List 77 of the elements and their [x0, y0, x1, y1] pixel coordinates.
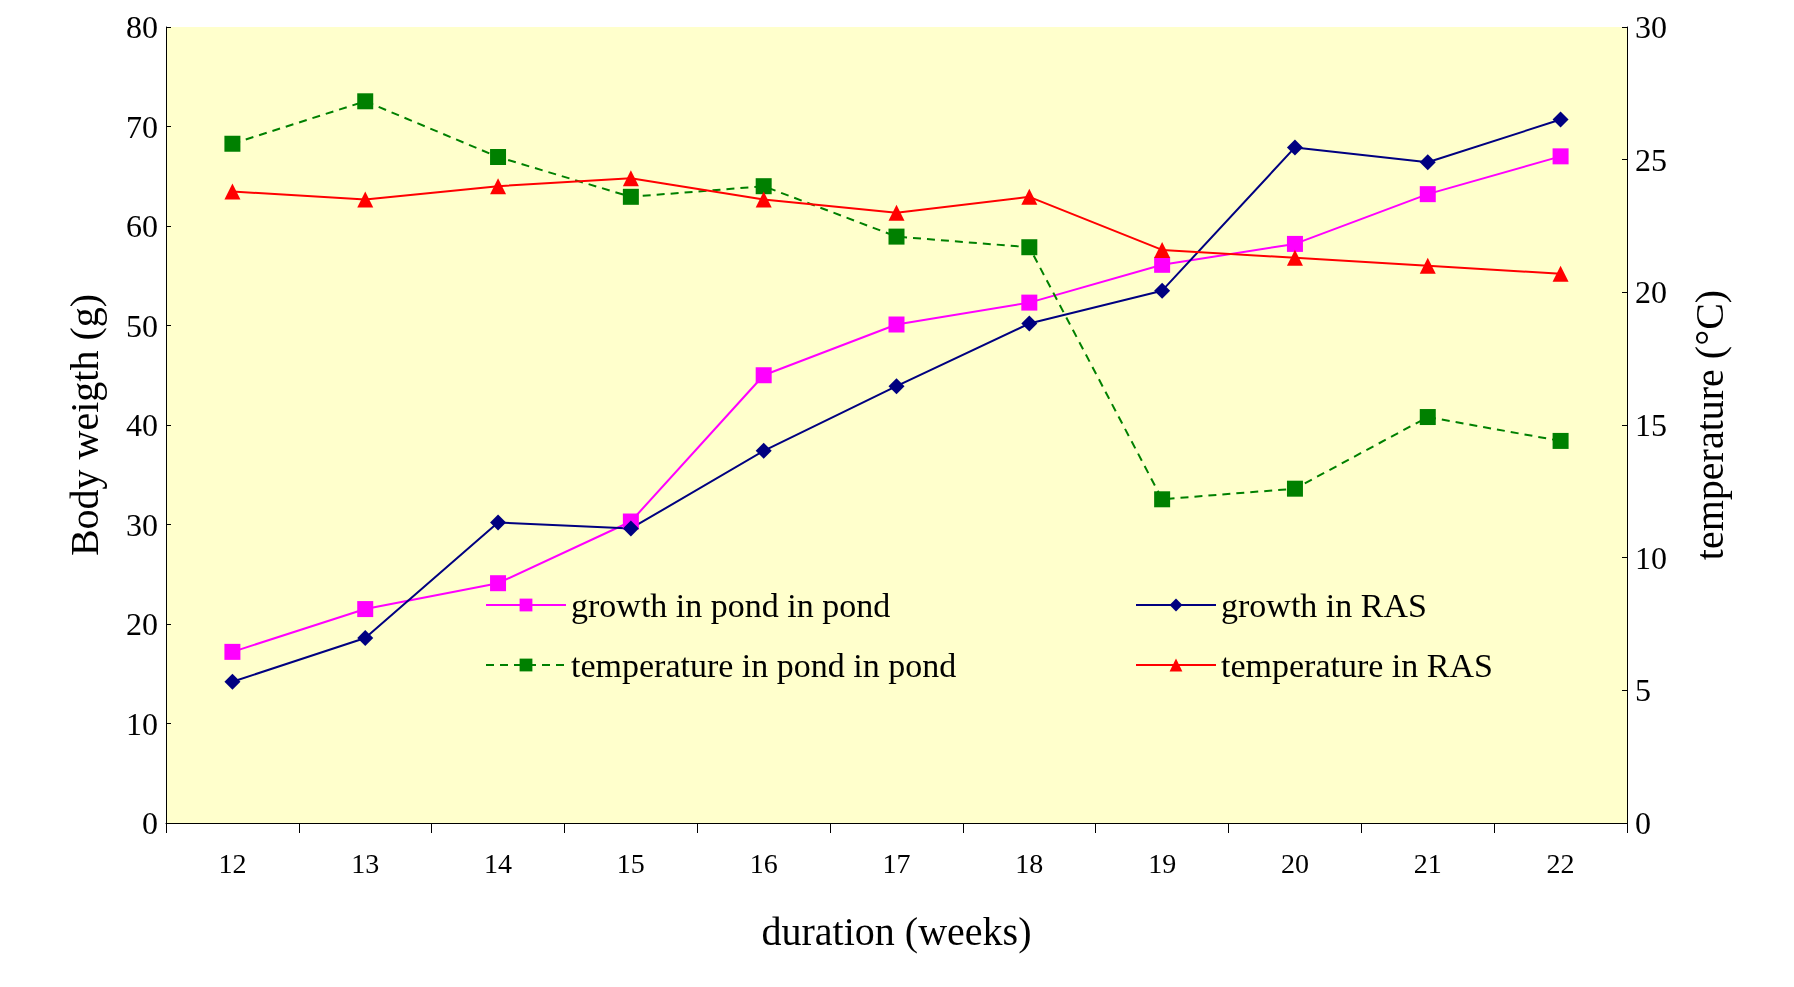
point	[1552, 265, 1569, 282]
x-tick-label: 17	[882, 847, 911, 879]
point	[490, 149, 507, 166]
point	[1552, 148, 1569, 165]
y2-tick-label: 30	[1635, 9, 1667, 45]
point	[224, 135, 241, 152]
point	[622, 170, 639, 187]
point	[888, 228, 905, 245]
point	[1154, 282, 1171, 299]
x-tick-label: 22	[1546, 847, 1575, 879]
x-tick-label: 13	[351, 847, 380, 879]
point	[755, 367, 772, 384]
y-tick-label: 60	[126, 208, 158, 244]
point	[224, 183, 241, 200]
point	[1286, 480, 1303, 497]
point	[755, 442, 772, 459]
point	[224, 643, 241, 660]
point	[1419, 409, 1436, 426]
y-tick-label: 70	[126, 108, 158, 145]
point	[357, 93, 374, 110]
point	[357, 191, 374, 208]
point	[755, 178, 772, 195]
legend-label: temperature in RAS	[1221, 646, 1493, 684]
point	[1286, 249, 1303, 266]
point	[1154, 241, 1171, 258]
point	[224, 673, 241, 690]
point	[357, 601, 374, 618]
y2-tick-label: 25	[1635, 141, 1667, 178]
y-tick-label: 50	[126, 307, 158, 344]
point	[1154, 491, 1171, 508]
point	[1552, 432, 1569, 449]
y2-tick-label: 20	[1635, 274, 1667, 311]
y2-tick-label: 5	[1635, 672, 1651, 709]
point	[490, 514, 507, 531]
y-tick-label: 0	[142, 805, 158, 841]
x-tick-label: 21	[1413, 847, 1442, 879]
x-tick-label: 16	[749, 847, 778, 879]
point	[490, 178, 507, 195]
y2-axis-title: temperature (°C)	[1686, 289, 1732, 561]
x-tick-label: 20	[1280, 847, 1309, 879]
legend-label: growth in RAS	[1221, 586, 1427, 624]
y-tick-label: 20	[126, 606, 158, 642]
point	[1021, 315, 1038, 332]
point	[1021, 239, 1038, 256]
y-tick-label: 40	[126, 407, 158, 443]
y-axis-title: Body weigth (g)	[61, 293, 107, 557]
x-tick-label: 12	[218, 847, 247, 879]
point	[1021, 188, 1038, 205]
y2-tick-label: 10	[1635, 539, 1667, 576]
x-tick-label: 14	[484, 847, 513, 879]
point	[622, 520, 639, 537]
x-tick-label: 19	[1148, 847, 1177, 879]
y-tick-label: 10	[126, 705, 158, 742]
point	[622, 188, 639, 205]
point	[1286, 139, 1303, 156]
y2-tick-label: 15	[1635, 407, 1667, 443]
x-tick-label: 18	[1015, 847, 1044, 879]
y-tick-label: 30	[126, 506, 158, 543]
point	[490, 575, 507, 592]
point	[888, 316, 905, 333]
point	[1021, 294, 1038, 311]
point	[1154, 256, 1171, 273]
point	[888, 378, 905, 395]
point	[1419, 154, 1436, 171]
point	[755, 191, 772, 208]
point	[1286, 235, 1303, 252]
x-tick-label: 15	[616, 847, 645, 879]
legend-label: growth in pond in pond	[571, 586, 891, 624]
point	[1419, 257, 1436, 274]
point	[357, 629, 374, 646]
legend-label: temperature in pond in pond	[571, 646, 957, 684]
point	[888, 204, 905, 221]
y-tick-label: 80	[126, 9, 158, 45]
x-axis-title: duration (weeks)	[761, 908, 1032, 954]
y2-tick-label: 0	[1635, 805, 1651, 841]
point	[1552, 111, 1569, 128]
point	[1419, 186, 1436, 203]
